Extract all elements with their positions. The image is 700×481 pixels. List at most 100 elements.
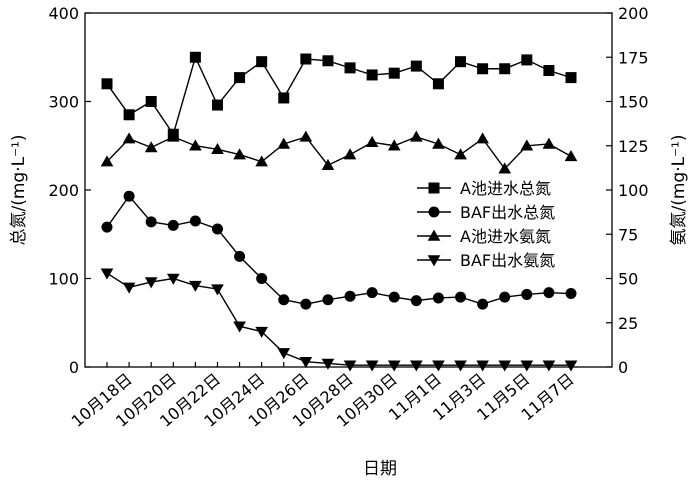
data-point-square xyxy=(300,53,312,65)
data-point-triangle-down xyxy=(122,282,136,294)
data-point-triangle-down xyxy=(321,358,335,370)
data-point-circle xyxy=(410,295,422,307)
data-point-circle xyxy=(543,287,555,299)
data-point-square xyxy=(499,63,511,75)
data-point-triangle-down xyxy=(427,255,441,267)
data-point-circle xyxy=(300,298,312,310)
data-point-circle xyxy=(123,190,135,202)
data-point-circle xyxy=(167,219,179,231)
data-point-triangle-down xyxy=(564,360,578,372)
data-point-triangle-up xyxy=(233,148,246,160)
data-point-square xyxy=(322,55,334,67)
data-point-circle xyxy=(565,288,577,300)
legend-label: A池进水总氮 xyxy=(460,179,551,198)
data-point-circle xyxy=(428,206,440,218)
right-axis: 0 25 50 75 100 125 150 175 200 xyxy=(606,4,649,377)
data-point-triangle-up xyxy=(410,130,423,142)
data-point-triangle-up xyxy=(476,132,489,144)
series-2 xyxy=(101,190,577,310)
right-tick-label: 100 xyxy=(618,181,649,200)
left-axis: 0 100 200 300 400 xyxy=(48,4,91,377)
data-point-square xyxy=(388,67,400,79)
data-point-triangle-down xyxy=(299,356,313,369)
data-point-triangle-down xyxy=(432,360,445,372)
data-point-square xyxy=(123,109,135,121)
data-point-triangle-down xyxy=(520,360,534,372)
right-tick-label: 0 xyxy=(618,358,628,377)
data-point-triangle-up xyxy=(189,139,202,151)
data-point-square xyxy=(234,72,246,84)
data-point-triangle-down xyxy=(498,360,512,372)
data-point-triangle-up xyxy=(454,148,467,160)
data-point-triangle-up xyxy=(365,135,379,147)
series-line xyxy=(106,136,572,170)
data-point-triangle-down xyxy=(144,277,158,289)
data-point-square xyxy=(366,69,378,81)
data-point-triangle-down xyxy=(410,360,423,372)
data-point-circle xyxy=(455,291,467,303)
data-point-circle xyxy=(499,291,511,303)
right-tick-label: 175 xyxy=(618,48,649,67)
data-point-triangle-up xyxy=(427,229,441,241)
right-tick-label: 125 xyxy=(618,137,649,156)
data-point-triangle-up xyxy=(564,150,578,162)
data-point-square xyxy=(344,62,356,74)
left-tick-label: 100 xyxy=(48,270,79,289)
data-point-triangle-up xyxy=(321,158,335,170)
data-point-triangle-down xyxy=(476,360,489,372)
legend-item: A池进水总氮 xyxy=(417,179,551,198)
x-axis: 10月18日10月20日10月22日10月24日10月26日10月28日10月3… xyxy=(68,362,578,431)
series-line xyxy=(106,195,572,305)
data-point-square xyxy=(211,99,223,111)
left-tick-label: 0 xyxy=(69,358,79,377)
right-tick-label: 200 xyxy=(618,4,649,23)
data-point-square xyxy=(189,51,201,63)
data-point-square xyxy=(410,60,422,72)
right-tick-label: 75 xyxy=(618,225,638,244)
data-point-triangle-down xyxy=(387,360,401,372)
data-point-triangle-up xyxy=(255,155,268,167)
data-point-circle xyxy=(366,287,378,299)
legend-item: BAF出水氨氮 xyxy=(417,251,555,270)
data-point-circle xyxy=(388,291,400,303)
data-point-triangle-down xyxy=(365,360,379,372)
data-point-triangle-down xyxy=(166,273,180,285)
data-point-circle xyxy=(432,292,444,304)
series-line xyxy=(106,272,571,366)
data-point-triangle-down xyxy=(100,268,114,280)
left-tick-label: 200 xyxy=(48,181,79,200)
data-point-triangle-down xyxy=(454,360,467,372)
data-point-circle xyxy=(322,294,334,306)
data-point-triangle-up xyxy=(542,137,556,149)
data-point-circle xyxy=(101,221,113,233)
data-point-triangle-down xyxy=(189,280,202,292)
data-point-triangle-up xyxy=(100,155,114,167)
x-axis-title: 日期 xyxy=(363,459,397,479)
data-point-square xyxy=(521,54,533,66)
data-point-circle xyxy=(477,298,489,310)
legend: A池进水总氮 BAF出水总氮 A池进水氨氮 BAF出水氨氮 xyxy=(417,179,555,270)
data-point-circle xyxy=(278,294,290,306)
series-line xyxy=(106,55,572,136)
right-tick-label: 25 xyxy=(618,314,638,333)
data-point-square xyxy=(565,72,577,84)
data-point-square xyxy=(432,78,444,90)
data-point-circle xyxy=(521,288,533,300)
data-point-triangle-up xyxy=(277,137,291,149)
data-point-triangle-up xyxy=(520,139,534,151)
data-point-square xyxy=(455,56,467,68)
data-point-square xyxy=(428,182,440,194)
data-point-triangle-up xyxy=(122,132,136,144)
series-3 xyxy=(100,130,578,174)
data-point-triangle-up xyxy=(211,142,224,155)
data-point-square xyxy=(477,63,489,75)
data-point-circle xyxy=(234,250,246,262)
data-point-square xyxy=(256,56,268,68)
data-point-triangle-up xyxy=(343,148,357,160)
data-point-circle xyxy=(344,290,356,302)
data-point-circle xyxy=(189,215,201,227)
data-point-triangle-up xyxy=(299,130,313,142)
left-axis-title: 总氮/(mg·L⁻¹) xyxy=(9,134,29,245)
left-tick-label: 300 xyxy=(48,93,79,112)
